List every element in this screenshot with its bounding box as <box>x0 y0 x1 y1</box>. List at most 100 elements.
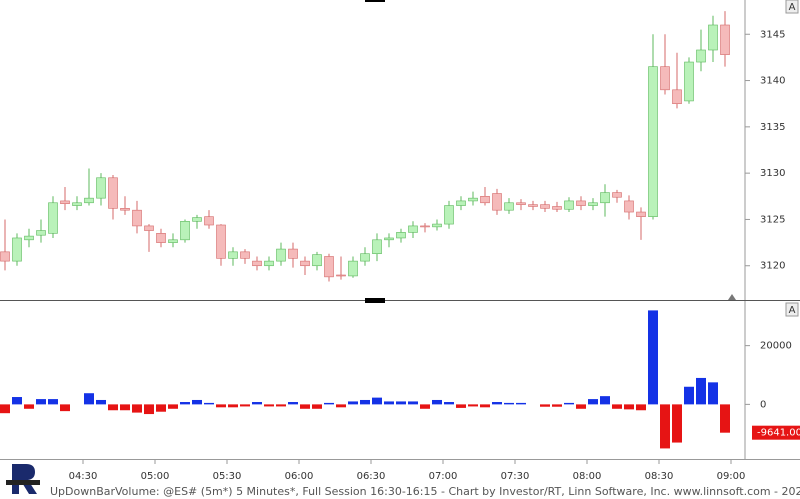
x-tick-label: 07:00 <box>429 471 458 482</box>
autoscale-label[interactable]: A <box>789 2 796 13</box>
volume-bar <box>36 399 46 405</box>
y-tick-label: 3130 <box>760 168 785 179</box>
x-tick-label: 05:00 <box>141 471 170 482</box>
candle-body <box>12 237 22 262</box>
volume-bar <box>216 404 226 408</box>
y-tick-label: 3140 <box>760 76 785 87</box>
candle-body <box>432 223 442 228</box>
y-tick-label: 20000 <box>760 341 792 352</box>
volume-bar <box>492 402 502 405</box>
footer: UpDownBarVolume: @ES# (5m*) 5 Minutes*, … <box>50 485 800 498</box>
pane-handle <box>365 0 385 2</box>
last-value-label: -9641.00 <box>757 428 800 439</box>
candle-body <box>48 202 58 234</box>
x-tick-label: 07:30 <box>501 471 530 482</box>
candle-body <box>636 211 646 217</box>
volume-bar <box>348 401 358 405</box>
volume-bar <box>168 404 178 409</box>
x-tick-label: 06:00 <box>285 471 314 482</box>
volume-bar <box>120 404 130 411</box>
volume-bar <box>396 401 406 405</box>
candle-body <box>468 197 478 202</box>
volume-bar <box>240 404 250 407</box>
candle-body <box>612 192 622 198</box>
y-tick-label: 3135 <box>760 122 785 133</box>
candle-body <box>564 200 574 210</box>
candle-body <box>576 200 586 206</box>
volume-bar <box>684 386 694 405</box>
candle-body <box>144 225 154 231</box>
candle-body <box>156 233 166 243</box>
x-tick-label: 08:30 <box>645 471 674 482</box>
volume-bar <box>60 404 70 412</box>
candle-body <box>192 217 202 222</box>
volume-bar <box>384 401 394 405</box>
volume-bar <box>12 397 22 405</box>
volume-bar <box>408 401 418 405</box>
volume-bar <box>600 396 610 405</box>
candle-body <box>540 204 550 209</box>
volume-bar <box>468 404 478 407</box>
volume-bar <box>456 404 466 408</box>
candle-body <box>168 239 178 243</box>
candle-body <box>444 205 454 225</box>
candle-body <box>492 193 502 211</box>
candle-body <box>324 256 334 278</box>
candle-body <box>312 254 322 267</box>
volume-bar <box>480 404 490 408</box>
volume-bar <box>504 402 514 405</box>
volume-bar <box>552 404 562 407</box>
candle-body <box>708 24 718 51</box>
volume-bar <box>264 404 274 407</box>
candle-body <box>84 197 94 204</box>
autoscale-button[interactable] <box>785 302 799 317</box>
candle-body <box>216 224 226 259</box>
candle-body <box>96 177 106 199</box>
volume-bar <box>648 310 658 405</box>
candle-body <box>0 251 10 262</box>
volume-bar <box>516 402 526 405</box>
candle-body <box>288 248 298 259</box>
volume-bar <box>48 399 58 405</box>
pane-handle <box>365 298 385 303</box>
volume-bar <box>156 404 166 412</box>
volume-bar <box>720 404 730 433</box>
last-value-box <box>752 425 800 440</box>
volume-bar <box>444 402 454 405</box>
candle-body <box>252 260 262 267</box>
volume-bar <box>588 399 598 405</box>
candle-body <box>24 235 34 241</box>
candle-body <box>276 248 286 262</box>
candle-body <box>696 49 706 63</box>
marker <box>728 294 736 300</box>
volume-bar <box>612 404 622 409</box>
volume-bar <box>312 404 322 409</box>
x-tick-label: 08:00 <box>573 471 602 482</box>
candle-body <box>516 202 526 205</box>
candle-body <box>684 61 694 102</box>
candle-body <box>600 192 610 204</box>
volume-bar <box>564 402 574 405</box>
candle-body <box>528 204 538 207</box>
candle-body <box>132 209 142 227</box>
candle-body <box>672 89 682 105</box>
x-tick-label: 06:30 <box>357 471 386 482</box>
candle-body <box>300 260 310 267</box>
candle-body <box>360 253 370 262</box>
autoscale-label[interactable]: A <box>789 305 796 316</box>
volume-bar <box>24 404 34 409</box>
y-tick-label: 3145 <box>760 29 785 40</box>
candle-body <box>120 208 130 211</box>
candle-body <box>720 24 730 55</box>
candle-body <box>648 66 658 217</box>
candle-body <box>228 251 238 259</box>
candle-body <box>456 200 466 206</box>
volume-bar <box>708 382 718 405</box>
y-tick-label: 3125 <box>760 214 785 225</box>
volume-bar <box>324 402 334 405</box>
volume-bar <box>336 404 346 408</box>
volume-bar <box>576 404 586 409</box>
volume-bar <box>636 404 646 411</box>
autoscale-button[interactable] <box>785 0 799 14</box>
